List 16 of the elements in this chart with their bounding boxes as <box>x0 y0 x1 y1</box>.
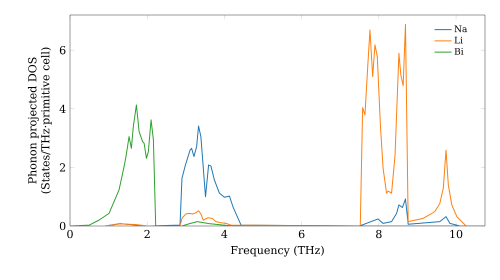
x-tick-label: 6 <box>298 230 304 238</box>
x-tick-label: 4 <box>221 230 228 238</box>
y-tick-label: 6 <box>60 46 66 54</box>
x-axis-title: Frequency (THz) <box>230 246 324 257</box>
legend-label: Na <box>454 26 468 32</box>
x-tick-label: 2 <box>144 230 150 238</box>
y-tick-label: 4 <box>59 104 66 113</box>
legend-label: Bi <box>454 48 464 55</box>
line-series <box>70 104 484 226</box>
x-tick-label: 10 <box>450 230 462 238</box>
x-tick-label: 0 <box>67 230 73 238</box>
legend-label: Li <box>454 36 463 44</box>
x-tick-label: 8 <box>376 230 382 238</box>
y-tick-label: 2 <box>60 163 66 172</box>
y-axis-title: Phonon projected DOS (States/THz·primitive cell) <box>28 48 52 194</box>
y-tick-label: 0 <box>60 222 66 230</box>
